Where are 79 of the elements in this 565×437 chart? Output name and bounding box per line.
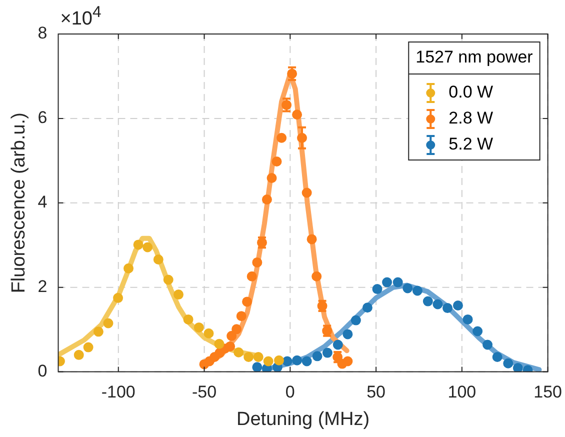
point [350, 315, 361, 326]
point [282, 356, 292, 366]
point [142, 242, 153, 252]
point [74, 350, 84, 360]
point [452, 300, 463, 311]
y-tick-label: 0 [38, 361, 48, 380]
legend-label: 2.8 W [448, 108, 494, 128]
text: ×10$^{4}$ [60, 4, 102, 30]
point [306, 234, 317, 244]
point [93, 326, 104, 337]
point [302, 356, 312, 366]
x-tick-label: 0 [285, 382, 295, 402]
x-axis-title: Detuning (MHz) [236, 408, 370, 430]
point [482, 340, 493, 350]
point [412, 286, 422, 296]
point [214, 338, 224, 349]
x-tick-label: 150 [534, 382, 562, 402]
point [382, 277, 392, 288]
y-tick-label: 8 [38, 24, 48, 43]
point [372, 284, 382, 294]
point [342, 329, 353, 340]
point [103, 318, 114, 328]
point [292, 355, 302, 366]
point [183, 314, 194, 324]
point [302, 188, 312, 198]
x-tick-label: -50 [192, 382, 217, 402]
point [124, 263, 134, 274]
point [133, 240, 144, 250]
legend-title: 1527 nm power [416, 48, 534, 67]
point [252, 362, 262, 372]
point [83, 342, 94, 352]
x-tick-label: -100 [101, 382, 136, 402]
point [266, 172, 277, 183]
y-tick-label: 2 [38, 277, 48, 296]
point [402, 283, 413, 294]
point [232, 324, 242, 334]
point [242, 296, 252, 307]
point [253, 352, 264, 362]
point [392, 277, 403, 288]
point [236, 311, 246, 322]
point [113, 292, 124, 303]
point [252, 257, 262, 268]
point [163, 274, 174, 285]
point [153, 254, 164, 264]
point [503, 358, 514, 368]
point [276, 132, 287, 143]
point [246, 271, 257, 282]
point [312, 351, 322, 362]
point [292, 110, 302, 120]
point [312, 271, 322, 282]
point [234, 347, 244, 358]
point [322, 348, 332, 358]
x-tick-label: 100 [448, 382, 476, 402]
point [342, 356, 353, 366]
point [492, 352, 502, 362]
point [274, 355, 284, 366]
point [462, 314, 473, 324]
point [204, 328, 214, 338]
point [442, 303, 452, 314]
point [422, 296, 433, 306]
x-tick-label: 50 [366, 382, 386, 402]
point [512, 363, 523, 372]
point [174, 290, 184, 300]
legend-label: 0.0 W [448, 82, 494, 102]
y-axis-title: Fluorescence (arb.u.) [8, 112, 30, 294]
point [472, 326, 483, 336]
point [332, 340, 343, 350]
point [263, 356, 274, 366]
point [226, 330, 237, 341]
point [225, 341, 236, 352]
y-tick-label: 4 [38, 192, 48, 212]
legend-label: 5.2 W [448, 134, 494, 154]
point [262, 194, 272, 205]
y-tick-label: 6 [38, 108, 48, 128]
point [194, 322, 204, 332]
point [272, 156, 282, 167]
point [362, 302, 372, 313]
point [432, 299, 443, 310]
point [244, 352, 254, 362]
